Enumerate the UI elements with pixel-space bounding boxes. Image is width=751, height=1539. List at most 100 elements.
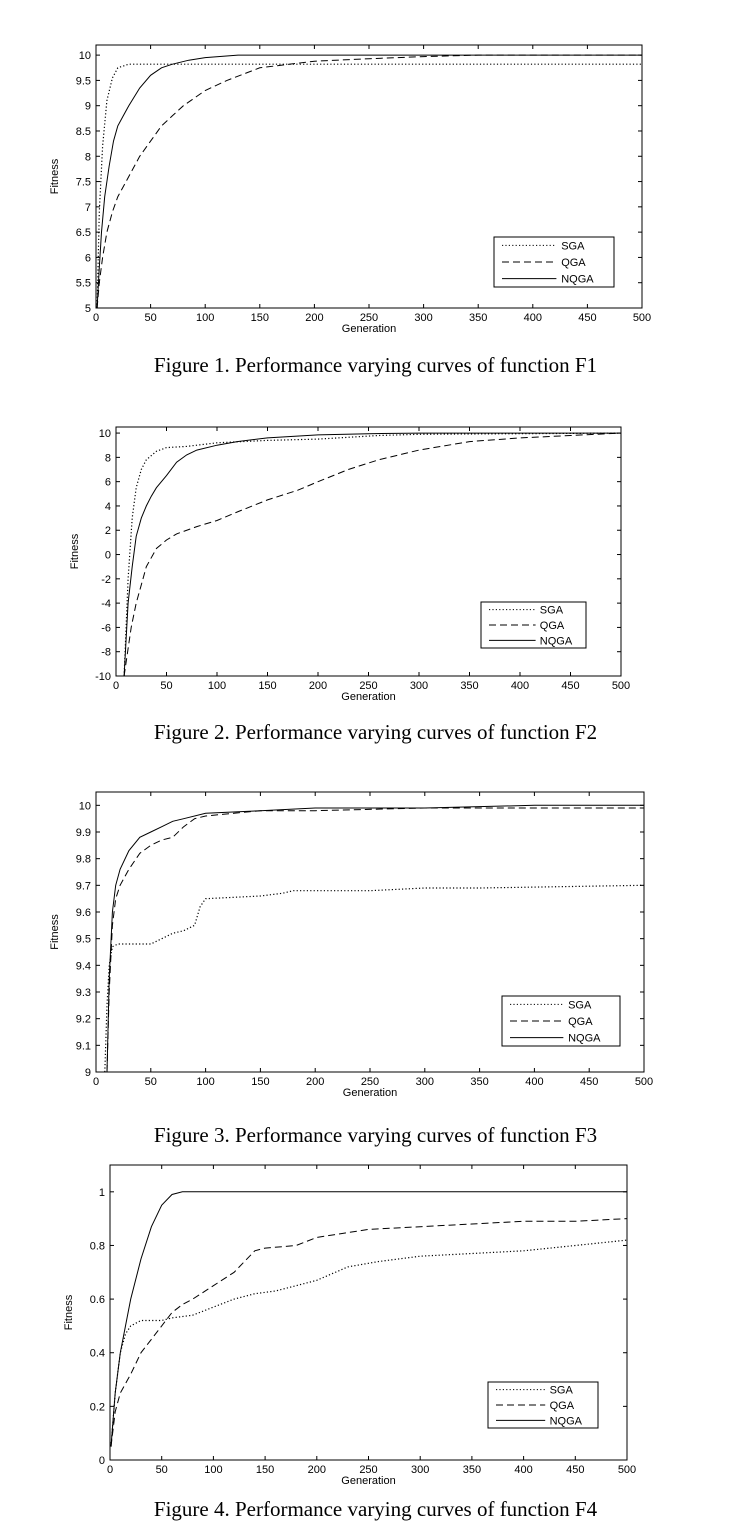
y-tick-label: 9.5 (76, 934, 91, 946)
y-tick-label: 9.8 (76, 854, 91, 866)
legend-label-sga: SGA (561, 240, 585, 252)
chart-4: 0 50 100 150 200 250 300 350 400 450 500 0 0.2 0.4 0.6… (63, 1164, 636, 1487)
figure-4-caption: Figure 4. Performance varying curves of … (153, 1497, 598, 1521)
series-line-nqga (96, 54, 642, 309)
legend-label-sga: SGA (568, 999, 592, 1011)
y-tick-label: 10 (79, 50, 91, 62)
y-tick-label: 7.5 (76, 177, 91, 189)
y-tick-label: -8 (101, 647, 111, 659)
y-tick-label: 0.6 (90, 1294, 105, 1306)
series-line-nqga (110, 1191, 627, 1447)
series-line-qga (96, 54, 642, 309)
legend-label-qga: QGA (540, 620, 565, 632)
y-tick-label: 6.5 (76, 227, 91, 239)
series-line-nqga (106, 804, 644, 1073)
series-line-sga (123, 432, 622, 677)
y-tick-label: 6 (85, 252, 91, 264)
x-tick-label: 350 (460, 680, 478, 692)
y-tick-label: 9.4 (76, 960, 91, 972)
legend: SGA QGA NQGA (487, 1381, 599, 1429)
y-tick-label: 9.3 (76, 987, 91, 999)
y-axis-label: Fitness (69, 533, 81, 569)
legend-label-nqga: NQGA (540, 635, 573, 647)
y-tick-label: 9.5 (76, 75, 91, 87)
x-tick-label: 0 (113, 680, 119, 692)
x-tick-label: 400 (524, 312, 542, 324)
x-tick-label: 200 (305, 312, 323, 324)
x-tick-label: 50 (160, 680, 172, 692)
y-tick-label: 0.4 (90, 1348, 105, 1360)
x-tick-label: 150 (251, 312, 269, 324)
series-line-nqga (123, 432, 621, 677)
legend-label-qga: QGA (550, 1400, 575, 1412)
y-tick-label: 9.7 (76, 880, 91, 892)
x-tick-label: 100 (196, 312, 214, 324)
y-tick-label: 0 (105, 550, 111, 562)
y-tick-label: 7 (85, 202, 91, 214)
x-tick-label: 50 (156, 1464, 168, 1476)
series-line-qga (123, 432, 622, 677)
y-tick-label: -6 (101, 622, 111, 634)
y-tick-label: 1 (99, 1187, 105, 1199)
y-tick-label: 8 (85, 151, 91, 163)
y-tick-label: 9 (85, 1067, 91, 1079)
x-tick-label: 500 (618, 1464, 636, 1476)
y-tick-label: 5 (85, 303, 91, 315)
y-axis-label: Fitness (63, 1294, 75, 1330)
y-tick-label: 2 (105, 525, 111, 537)
y-tick-label: 6 (105, 477, 111, 489)
y-tick-label: -4 (101, 598, 111, 610)
x-tick-label: 100 (204, 1464, 222, 1476)
x-tick-label: 0 (93, 312, 99, 324)
x-tick-label: 250 (359, 1464, 377, 1476)
x-tick-label: 300 (416, 1076, 434, 1088)
series-line-sga (110, 1239, 628, 1447)
y-tick-label: -2 (101, 574, 111, 586)
x-tick-label: 150 (251, 1076, 269, 1088)
y-tick-label: 9 (85, 101, 91, 113)
figure-3-caption: Figure 3. Performance varying curves of … (153, 1123, 598, 1147)
x-tick-label: 450 (561, 680, 579, 692)
y-tick-label: 10 (79, 800, 91, 812)
x-tick-label: 350 (470, 1076, 488, 1088)
x-tick-label: 300 (411, 1464, 429, 1476)
chart-2: 0 50 100 150 200 250 300 350 400 450 500-10-8-6-4-… (69, 426, 630, 703)
legend-label-nqga: NQGA (550, 1415, 583, 1427)
x-tick-label: 0 (93, 1076, 99, 1088)
y-tick-label: 0.2 (90, 1401, 105, 1413)
y-tick-label: 10 (99, 428, 111, 440)
series-line-qga (106, 807, 644, 1073)
x-tick-label: 50 (144, 312, 156, 324)
x-tick-label: 450 (580, 1076, 598, 1088)
x-tick-label: 0 (107, 1464, 113, 1476)
x-tick-label: 100 (196, 1076, 214, 1088)
x-tick-label: 500 (612, 680, 630, 692)
x-tick-label: 500 (635, 1076, 653, 1088)
x-axis-label: Generation (341, 691, 395, 703)
legend-label-sga: SGA (550, 1385, 574, 1397)
legend-label-qga: QGA (568, 1016, 593, 1028)
x-axis-label: Generation (341, 1475, 395, 1487)
figure-2-caption: Figure 2. Performance varying curves of … (153, 720, 598, 744)
y-tick-label: 9.2 (76, 1014, 91, 1026)
figure-1-caption: Figure 1. Performance varying curves of … (153, 353, 598, 377)
y-tick-label: 0 (99, 1455, 105, 1467)
x-tick-label: 450 (566, 1464, 584, 1476)
x-tick-label: 300 (414, 312, 432, 324)
legend-label-qga: QGA (561, 257, 586, 269)
y-axis-label: Fitness (49, 158, 61, 194)
x-tick-label: 400 (511, 680, 529, 692)
x-tick-label: 100 (208, 680, 226, 692)
x-tick-label: 200 (308, 1464, 326, 1476)
x-tick-label: 200 (306, 1076, 324, 1088)
legend-label-nqga: NQGA (561, 274, 594, 286)
y-tick-label: 5.5 (76, 278, 91, 290)
x-tick-label: 250 (360, 312, 378, 324)
x-tick-label: 150 (258, 680, 276, 692)
x-axis-label: Generation (342, 323, 396, 335)
y-tick-label: 8 (105, 452, 111, 464)
y-tick-label: -10 (95, 671, 111, 683)
x-tick-label: 150 (256, 1464, 274, 1476)
legend: SGA QGA NQGA (493, 236, 615, 288)
